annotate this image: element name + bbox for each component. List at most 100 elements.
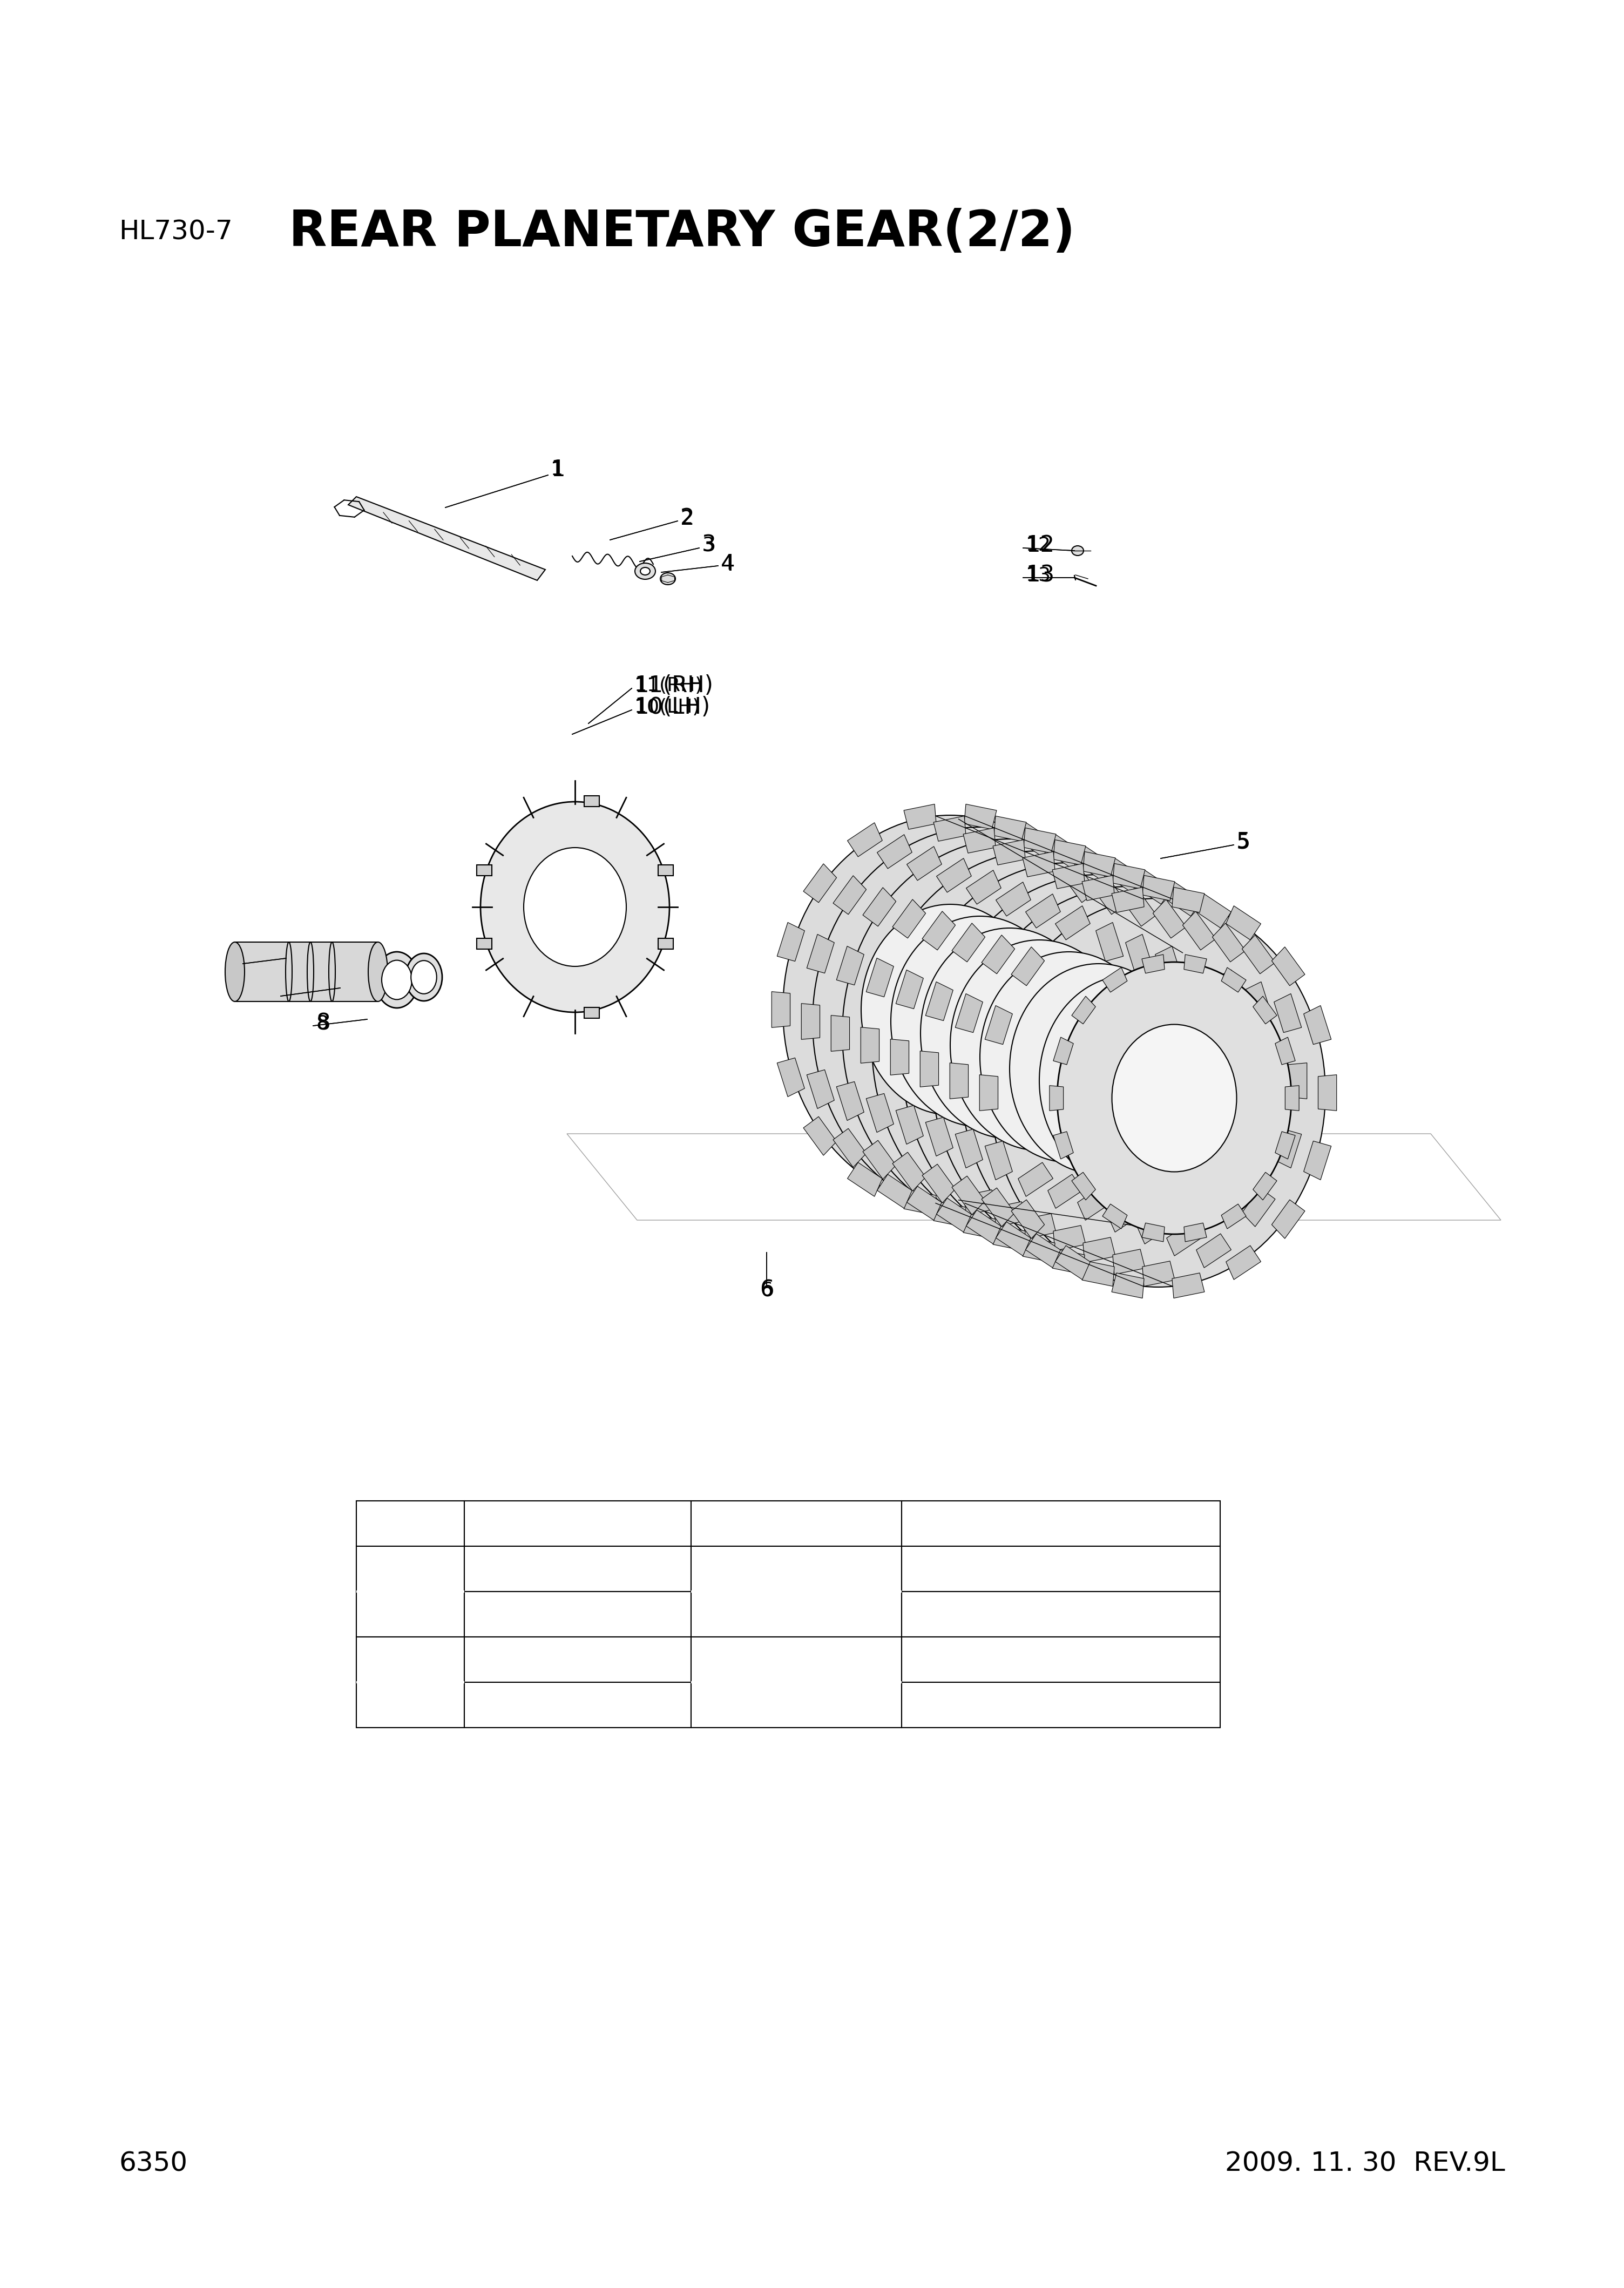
Polygon shape	[877, 1174, 913, 1208]
Text: ~#M721094: ~#M721094	[1009, 1560, 1112, 1576]
Polygon shape	[1064, 865, 1098, 901]
Bar	[692, 1636, 901, 1682]
Polygon shape	[804, 865, 836, 901]
Ellipse shape	[226, 943, 245, 1002]
Polygon shape	[984, 1004, 1012, 1043]
Bar	[901, 1682, 1220, 1727]
Polygon shape	[1259, 1050, 1276, 1087]
Polygon shape	[1226, 906, 1260, 940]
Polygon shape	[1142, 876, 1174, 901]
Polygon shape	[1229, 1039, 1247, 1075]
Polygon shape	[877, 835, 913, 869]
Ellipse shape	[640, 567, 650, 574]
Polygon shape	[1018, 824, 1052, 856]
Polygon shape	[1077, 847, 1112, 881]
Ellipse shape	[1039, 975, 1218, 1185]
Polygon shape	[1093, 876, 1127, 915]
Polygon shape	[1026, 895, 1060, 929]
Text: 8: 8	[315, 1014, 328, 1032]
Polygon shape	[1275, 1036, 1296, 1064]
Ellipse shape	[783, 815, 1117, 1203]
Bar	[692, 1682, 901, 1727]
Polygon shape	[994, 1201, 1026, 1226]
Polygon shape	[896, 970, 924, 1009]
Text: Item: Item	[391, 1515, 429, 1531]
Polygon shape	[1285, 1085, 1299, 1110]
Bar	[464, 1547, 692, 1592]
Ellipse shape	[661, 572, 676, 586]
Polygon shape	[965, 803, 997, 828]
Text: 7: 7	[404, 1560, 416, 1576]
Text: 3: 3	[702, 535, 715, 554]
Polygon shape	[801, 1004, 820, 1039]
Polygon shape	[1054, 1133, 1073, 1160]
Ellipse shape	[812, 826, 1147, 1215]
Ellipse shape	[1069, 988, 1247, 1199]
Text: 9: 9	[245, 952, 258, 970]
Bar	[356, 1592, 464, 1636]
Polygon shape	[1212, 922, 1246, 961]
Polygon shape	[1018, 1162, 1052, 1197]
Polygon shape	[1221, 968, 1246, 993]
Polygon shape	[1096, 1057, 1124, 1096]
Polygon shape	[1026, 1233, 1060, 1268]
Polygon shape	[994, 817, 1026, 842]
Polygon shape	[979, 1075, 999, 1110]
Text: 6: 6	[760, 1279, 773, 1302]
Polygon shape	[1182, 1165, 1216, 1203]
Polygon shape	[1125, 1071, 1153, 1110]
Polygon shape	[950, 1064, 968, 1098]
Polygon shape	[1186, 959, 1213, 998]
Polygon shape	[996, 1222, 1031, 1256]
Bar	[464, 1682, 692, 1727]
Bar	[658, 865, 672, 876]
Text: 11(RH): 11(RH)	[635, 677, 703, 696]
Polygon shape	[1012, 947, 1044, 986]
Text: 13: 13	[1026, 565, 1051, 583]
Text: REAR PLANETARY GEAR(2/2): REAR PLANETARY GEAR(2/2)	[289, 208, 1075, 256]
Polygon shape	[1273, 993, 1301, 1032]
Polygon shape	[921, 1050, 939, 1087]
Polygon shape	[992, 840, 1025, 865]
Bar	[477, 865, 492, 876]
Polygon shape	[981, 1187, 1015, 1226]
Polygon shape	[833, 1128, 866, 1167]
Polygon shape	[1244, 1117, 1272, 1155]
Polygon shape	[1023, 828, 1056, 853]
Ellipse shape	[950, 940, 1129, 1151]
Polygon shape	[776, 1057, 804, 1096]
Polygon shape	[1184, 954, 1207, 972]
Polygon shape	[1047, 835, 1083, 869]
Bar	[356, 1501, 464, 1547]
Ellipse shape	[1112, 1025, 1236, 1171]
Text: ZTAM-00967: ZTAM-00967	[526, 1606, 630, 1622]
Polygon shape	[862, 1139, 896, 1178]
Polygon shape	[1052, 1249, 1085, 1274]
Polygon shape	[1124, 1139, 1156, 1178]
Ellipse shape	[411, 961, 437, 993]
Polygon shape	[1083, 851, 1116, 876]
Polygon shape	[1166, 883, 1202, 915]
Polygon shape	[1142, 1261, 1174, 1286]
Text: 2: 2	[680, 508, 695, 529]
Polygon shape	[1304, 1004, 1332, 1043]
Ellipse shape	[1010, 963, 1187, 1174]
Polygon shape	[1096, 922, 1124, 961]
Text: O-ring: O-ring	[770, 1560, 822, 1576]
Text: 9: 9	[245, 950, 260, 972]
Polygon shape	[966, 869, 1000, 904]
Polygon shape	[890, 1039, 909, 1075]
Ellipse shape	[861, 904, 1039, 1114]
Polygon shape	[937, 858, 971, 892]
Ellipse shape	[382, 961, 412, 1000]
Bar	[692, 1501, 901, 1547]
Polygon shape	[955, 993, 983, 1032]
Polygon shape	[1108, 1199, 1142, 1233]
Polygon shape	[922, 911, 955, 950]
Text: #M721100~: #M721100~	[1009, 1698, 1112, 1714]
Polygon shape	[1052, 863, 1085, 888]
Polygon shape	[1082, 1261, 1114, 1286]
Polygon shape	[966, 1210, 1000, 1245]
Text: 6: 6	[760, 1281, 773, 1300]
Ellipse shape	[369, 943, 388, 1002]
